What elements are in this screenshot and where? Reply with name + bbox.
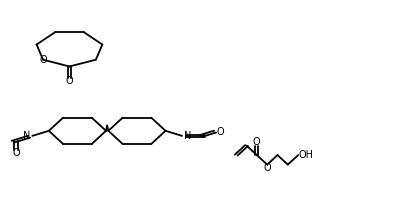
Text: OH: OH	[299, 150, 314, 160]
Text: O: O	[263, 163, 271, 173]
Text: O: O	[12, 148, 19, 158]
Text: N: N	[183, 131, 191, 141]
Text: O: O	[252, 137, 260, 147]
Text: O: O	[216, 127, 224, 137]
Text: N: N	[23, 131, 31, 141]
Text: O: O	[66, 76, 73, 87]
Text: O: O	[39, 55, 47, 65]
